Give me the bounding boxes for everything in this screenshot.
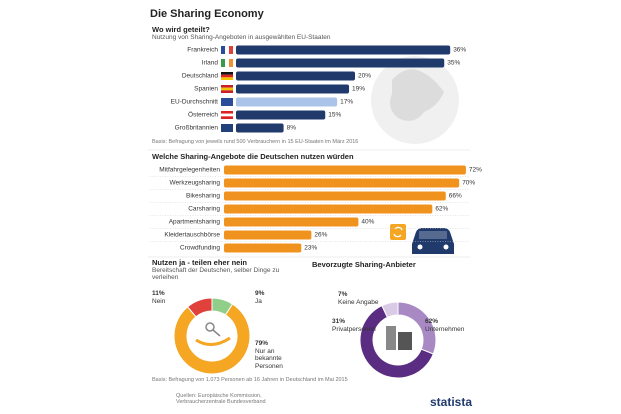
bar — [236, 45, 451, 55]
flag — [221, 90, 233, 93]
flag — [221, 113, 233, 117]
bar — [224, 191, 446, 201]
chart-title: Wo wird geteilt? — [152, 25, 210, 34]
bar — [236, 71, 355, 81]
chart-subtitle: Nutzung von Sharing-Angeboten in ausgewä… — [152, 34, 331, 41]
value-label: 20% — [358, 72, 372, 80]
value-label: 7% — [338, 291, 348, 298]
flag — [229, 59, 233, 67]
category-label: Ja — [255, 298, 262, 305]
category-label: Carsharing — [188, 205, 220, 213]
category-label: Kleidertauschbörse — [164, 231, 220, 239]
flag — [225, 46, 229, 54]
category-label: Crowdfunding — [179, 244, 220, 252]
flag — [225, 59, 229, 67]
value-label: 17% — [340, 98, 354, 106]
bar — [224, 217, 359, 227]
value-label: 70% — [462, 179, 476, 187]
category-label: Frankreich — [187, 46, 218, 54]
category-label: Unternehmen — [425, 326, 465, 333]
category-label: Spanien — [194, 85, 218, 93]
flag — [221, 72, 233, 75]
category-label: Privatpersonen — [332, 326, 376, 333]
value-label: 19% — [352, 85, 366, 93]
category-label: Werkzeugsharing — [169, 179, 220, 187]
bar — [224, 204, 433, 214]
value-label: 35% — [447, 59, 461, 67]
category-label: Deutschland — [181, 72, 218, 80]
category-label: Bikesharing — [186, 192, 220, 200]
value-label: 72% — [468, 166, 482, 174]
value-label: 15% — [328, 111, 342, 119]
footer-note: Basis: Befragung von 1.073 Personen ab 1… — [152, 377, 348, 383]
category-label: Österreich — [188, 111, 218, 119]
buildings-icon — [386, 326, 412, 350]
flag — [221, 46, 225, 54]
category-label: EU-Durchschnitt — [170, 98, 218, 106]
value-label: 79% — [255, 340, 269, 347]
page-title: Die Sharing Economy — [150, 8, 264, 20]
bar — [224, 243, 302, 253]
footer-sources: Quellen: Europäische Kommission, Verbrau… — [176, 393, 266, 406]
bar — [236, 110, 326, 120]
map-shape — [390, 69, 444, 121]
value-label: 62% — [435, 205, 449, 213]
car-icon — [390, 224, 454, 254]
flag — [221, 98, 233, 106]
value-label: 36% — [453, 46, 467, 54]
bar — [224, 165, 466, 175]
category-label: Nein — [152, 298, 166, 305]
value-label: 62% — [425, 318, 439, 325]
flag — [221, 59, 225, 67]
value-label: 11% — [152, 290, 165, 297]
bar — [224, 230, 312, 240]
bar — [236, 97, 338, 107]
bar — [236, 58, 445, 68]
chart-note: Basis: Befragung von jeweils rund 500 Ve… — [152, 139, 359, 145]
flag — [221, 77, 233, 80]
chart-title: Nutzen ja - teilen eher nein — [152, 258, 248, 267]
flag — [229, 46, 233, 54]
brand-logo: statista — [430, 395, 473, 409]
bar — [224, 178, 460, 188]
bar — [236, 123, 284, 133]
value-label: 26% — [314, 231, 328, 239]
value-label: 31% — [332, 318, 346, 325]
flag — [221, 85, 233, 88]
flag — [221, 124, 233, 132]
category-label: Mitfahrgelegenheiten — [159, 166, 220, 174]
flag — [221, 87, 233, 91]
chart-title: Welche Sharing-Angebote die Deutschen nu… — [152, 152, 354, 161]
flag — [221, 74, 233, 78]
value-label: 23% — [304, 244, 318, 252]
flag — [221, 111, 233, 114]
hand-key-icon — [195, 322, 231, 346]
flag — [221, 116, 233, 119]
category-label: Apartmentsharing — [168, 218, 220, 226]
bar — [236, 84, 350, 94]
chart-title: Bevorzugte Sharing-Anbieter — [312, 260, 416, 269]
value-label: 9% — [255, 290, 265, 297]
chart-subtitle: Bereitschaft der Deutschen, selber Dinge… — [152, 267, 280, 282]
donut-slice — [359, 304, 434, 379]
category-label: Großbritannien — [174, 124, 218, 132]
value-label: 66% — [448, 192, 462, 200]
value-label: 8% — [286, 124, 296, 132]
category-label: Keine Angabe — [338, 299, 379, 306]
value-label: 40% — [361, 218, 375, 226]
category-label: Irland — [201, 59, 218, 67]
donut-slice — [173, 303, 251, 375]
category-label: Nur an bekannte Personen — [255, 348, 283, 370]
